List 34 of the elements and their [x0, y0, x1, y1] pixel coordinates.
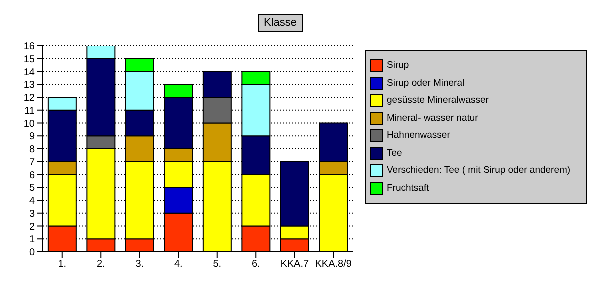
y-tick-label: 6 — [29, 170, 36, 182]
y-tick-label: 8 — [29, 144, 36, 156]
x-tick-label: 4. — [174, 259, 183, 270]
legend-label: Hahnenwasser — [387, 130, 450, 142]
x-tick-label: 2. — [96, 259, 106, 270]
y-tick-label: 12 — [24, 93, 36, 104]
y-tick-label: 11 — [24, 106, 36, 117]
y-tick-label: 2 — [29, 222, 36, 233]
legend-label: Fruchtsaft — [387, 182, 430, 194]
y-tick-label: 16 — [24, 42, 36, 53]
y-tick-label: 0 — [29, 248, 36, 259]
legend-label: Verschieden: Tee ( mit Sirup oder anderem) — [387, 165, 571, 176]
legend-label: Mineral- wasser natur — [387, 112, 478, 124]
y-tick-label: 10 — [24, 118, 36, 130]
chart-title: Klasse — [258, 14, 304, 32]
x-tick-label: 5. — [213, 259, 222, 270]
y-tick-label: 1 — [29, 234, 36, 246]
y-tick-label: 7 — [29, 157, 36, 168]
y-tick-label: 4 — [29, 196, 36, 208]
y-tick-label: 14 — [24, 67, 36, 78]
x-tick-label: 3. — [136, 259, 144, 270]
y-tick-label: 13 — [24, 80, 36, 92]
y-tick-label: 9 — [29, 132, 36, 143]
y-tick-label: 3 — [29, 208, 36, 220]
x-tick-label: 1. — [58, 259, 67, 270]
legend-label: Sirup — [387, 60, 410, 72]
legend-label: gesüsste Mineralwasser — [387, 95, 489, 106]
x-tick-label: KKA.8/9 — [315, 259, 352, 270]
legend-label: Tee — [387, 148, 402, 159]
legend-label: Sirup oder Mineral — [387, 78, 465, 89]
x-tick-label: KKA.7 — [280, 259, 310, 270]
y-tick-label: 15 — [24, 54, 36, 66]
x-tick-label: 6. — [252, 259, 260, 270]
y-tick-label: 5 — [29, 183, 36, 194]
